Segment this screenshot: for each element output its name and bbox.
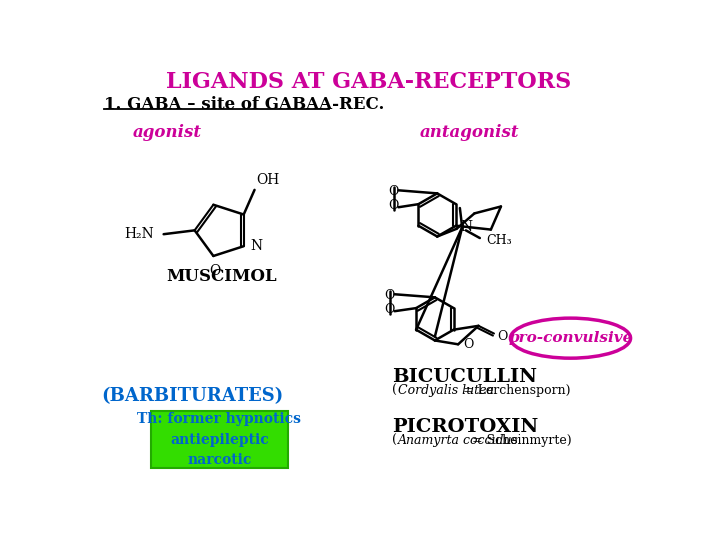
Text: O: O xyxy=(389,185,399,198)
Text: 1. GABA – site of GABAA-REC.: 1. GABA – site of GABAA-REC. xyxy=(104,96,384,113)
Text: Cordyalis lutea: Cordyalis lutea xyxy=(397,384,494,397)
FancyBboxPatch shape xyxy=(151,410,289,468)
Text: (: ( xyxy=(392,384,397,397)
Text: = Lerchensporn): = Lerchensporn) xyxy=(459,384,571,397)
Text: N: N xyxy=(250,239,262,253)
Text: MUSCIMOL: MUSCIMOL xyxy=(166,268,277,285)
Text: BICUCULLIN: BICUCULLIN xyxy=(392,368,537,386)
Text: O: O xyxy=(389,199,399,212)
Text: OH: OH xyxy=(256,173,279,187)
Text: pro-convulsive: pro-convulsive xyxy=(508,331,633,345)
Text: PICROTOXIN: PICROTOXIN xyxy=(392,418,539,436)
Text: Anamyrta cocculus: Anamyrta cocculus xyxy=(397,434,518,447)
Text: (BARBITURATES): (BARBITURATES) xyxy=(102,387,284,405)
Text: CH₃: CH₃ xyxy=(486,234,512,247)
Text: H₂N: H₂N xyxy=(125,227,154,241)
Text: Th: former hypnotics
antiepileptic
narcotic: Th: former hypnotics antiepileptic narco… xyxy=(138,412,302,468)
Text: O: O xyxy=(497,330,508,343)
Text: agonist: agonist xyxy=(133,124,202,141)
Text: O: O xyxy=(384,303,395,316)
Text: N: N xyxy=(461,220,472,234)
Text: O: O xyxy=(210,264,220,278)
Text: = Scheinmyrte): = Scheinmyrte) xyxy=(467,434,571,447)
Text: O: O xyxy=(384,289,395,302)
Text: (: ( xyxy=(392,434,397,447)
Text: antagonist: antagonist xyxy=(420,124,520,141)
Text: O: O xyxy=(463,338,473,351)
Text: LIGANDS AT GABA-RECEPTORS: LIGANDS AT GABA-RECEPTORS xyxy=(166,71,572,93)
